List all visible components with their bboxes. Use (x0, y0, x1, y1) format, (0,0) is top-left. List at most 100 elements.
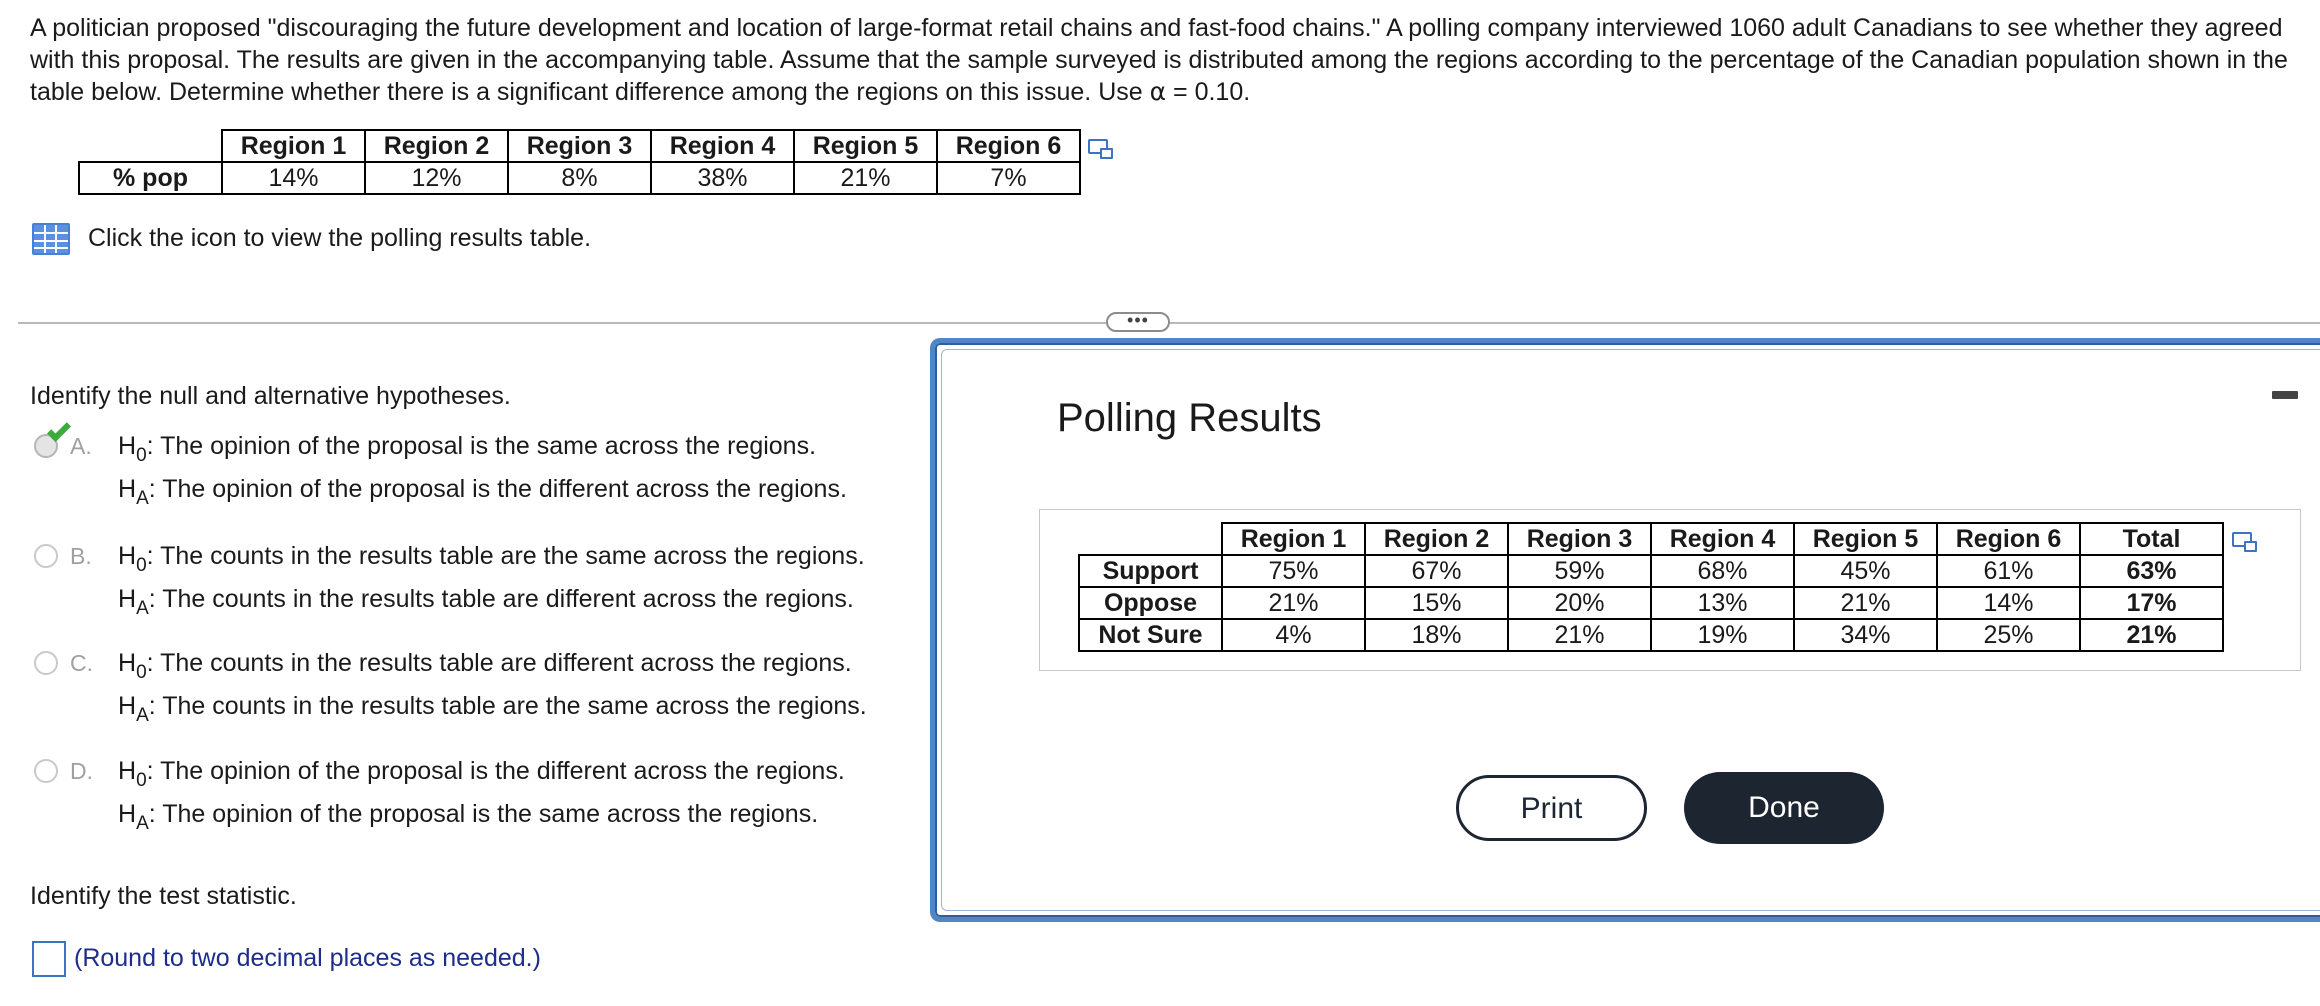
h0-text: The counts in the results table are the … (160, 542, 865, 570)
pop-value: 7% (936, 161, 1081, 195)
ha-text: The opinion of the proposal is the diffe… (162, 475, 847, 503)
option-letter: A. (70, 433, 92, 459)
results-header: Region 5 (1793, 522, 1938, 556)
pop-value: 12% (364, 161, 509, 195)
question1-prompt: Identify the null and alternative hypoth… (30, 382, 511, 410)
table-grid-icon[interactable] (32, 223, 70, 255)
radio-c[interactable] (34, 651, 58, 675)
option-letter: B. (70, 543, 92, 569)
population-value-row: % pop 14% 12% 8% 38% 21% 7% (78, 161, 1081, 195)
results-header: Region 3 (1507, 522, 1652, 556)
table-corner (79, 130, 223, 163)
option-letter: D. (70, 758, 93, 784)
option-letter: C. (70, 650, 93, 676)
results-frame (1039, 509, 2301, 671)
pop-row-label: % pop (78, 161, 223, 195)
done-button[interactable]: Done (1684, 772, 1884, 844)
results-header-row: Region 1 Region 2 Region 3 Region 4 Regi… (1079, 522, 2224, 556)
h0-line: H0: The counts in the results table are … (118, 649, 852, 683)
ha-text: The opinion of the proposal is the same … (162, 800, 819, 828)
pop-header: Region 2 (364, 129, 509, 163)
results-cell: 75% (1221, 554, 1366, 588)
results-header: Total (2079, 522, 2224, 556)
pop-value: 38% (650, 161, 795, 195)
h0-line: H0: The opinion of the proposal is the s… (118, 432, 817, 466)
results-total-cell: 17% (2079, 586, 2224, 620)
h0-text: The opinion of the proposal is the diffe… (160, 757, 845, 785)
population-header-row: Region 1 Region 2 Region 3 Region 4 Regi… (79, 129, 1081, 163)
pop-header: Region 6 (936, 129, 1081, 163)
pop-header: Region 5 (793, 129, 938, 163)
dialog-title: Polling Results (1057, 396, 1322, 440)
results-header: Region 4 (1650, 522, 1795, 556)
h0-line: H0: The counts in the results table are … (118, 542, 865, 576)
results-total-cell: 21% (2079, 618, 2224, 652)
results-cell: 59% (1507, 554, 1652, 588)
print-button[interactable]: Print (1456, 775, 1647, 841)
pop-value: 21% (793, 161, 938, 195)
option-b[interactable]: B. H0: The counts in the results table a… (30, 538, 910, 622)
results-row-label: Oppose (1078, 586, 1223, 620)
option-d[interactable]: D. H0: The opinion of the proposal is th… (30, 753, 910, 837)
results-cell: 4% (1221, 618, 1366, 652)
radio-d[interactable] (34, 759, 58, 783)
results-row-label: Support (1078, 554, 1223, 588)
alpha-symbol: α (1149, 77, 1167, 106)
pop-header: Region 3 (507, 129, 652, 163)
results-header: Region 6 (1936, 522, 2081, 556)
ha-line: HA: The opinion of the proposal is the s… (118, 800, 819, 834)
option-c[interactable]: C. H0: The counts in the results table a… (30, 645, 910, 729)
results-cell: 21% (1507, 618, 1652, 652)
minimize-icon[interactable] (2272, 391, 2298, 399)
pop-value: 8% (507, 161, 652, 195)
option-a[interactable]: A. H0: The opinion of the proposal is th… (30, 417, 910, 512)
ha-text: The counts in the results table are the … (162, 692, 867, 720)
rounding-note: (Round to two decimal places as needed.) (74, 944, 541, 972)
alpha-value: = 0.10. (1166, 78, 1251, 106)
problem-body: A politician proposed "discouraging the … (30, 14, 2288, 106)
dialog-border (941, 349, 2320, 911)
ha-line: HA: The counts in the results table are … (118, 585, 854, 619)
problem-text: A politician proposed "discouraging the … (30, 12, 2300, 108)
pop-header: Region 4 (650, 129, 795, 163)
results-cell: 14% (1936, 586, 2081, 620)
radio-b[interactable] (34, 544, 58, 568)
ha-line: HA: The opinion of the proposal is the d… (118, 475, 847, 509)
results-row-label: Not Sure (1078, 618, 1223, 652)
copy-table-icon[interactable] (1088, 139, 1113, 159)
results-cell: 34% (1793, 618, 1938, 652)
results-cell: 15% (1364, 586, 1509, 620)
copy-results-icon[interactable] (2232, 532, 2257, 552)
ha-line: HA: The counts in the results table are … (118, 692, 867, 726)
results-cell: 19% (1650, 618, 1795, 652)
results-cell: 20% (1507, 586, 1652, 620)
results-cell: 68% (1650, 554, 1795, 588)
pop-header: Region 1 (221, 129, 366, 163)
results-total-cell: 63% (2079, 554, 2224, 588)
results-cell: 25% (1936, 618, 2081, 652)
results-cell: 45% (1793, 554, 1938, 588)
table-corner (1079, 523, 1223, 556)
population-table: Region 1 Region 2 Region 3 Region 4 Regi… (78, 129, 1081, 195)
results-row-not-sure: Not Sure 4% 18% 21% 19% 34% 25% 21% (1078, 618, 2224, 652)
results-row-support: Support 75% 67% 59% 68% 45% 61% 63% (1078, 554, 2224, 588)
results-row-oppose: Oppose 21% 15% 20% 13% 21% 14% 17% (1078, 586, 2224, 620)
polling-results-table: Region 1 Region 2 Region 3 Region 4 Regi… (1078, 522, 2224, 652)
radio-a[interactable] (34, 434, 58, 458)
question2-prompt: Identify the test statistic. (30, 882, 297, 910)
test-statistic-input[interactable] (32, 941, 66, 977)
click-prompt[interactable]: Click the icon to view the polling resul… (88, 224, 592, 252)
results-cell: 61% (1936, 554, 2081, 588)
h0-line: H0: The opinion of the proposal is the d… (118, 757, 845, 791)
h0-text: The counts in the results table are diff… (160, 649, 852, 677)
results-cell: 67% (1364, 554, 1509, 588)
results-cell: 18% (1364, 618, 1509, 652)
results-header: Region 1 (1221, 522, 1366, 556)
results-cell: 21% (1793, 586, 1938, 620)
ha-text: The counts in the results table are diff… (162, 585, 854, 613)
results-cell: 21% (1221, 586, 1366, 620)
expand-button[interactable]: ••• (1106, 311, 1170, 332)
results-header: Region 2 (1364, 522, 1509, 556)
pop-value: 14% (221, 161, 366, 195)
h0-text: The opinion of the proposal is the same … (160, 432, 817, 460)
